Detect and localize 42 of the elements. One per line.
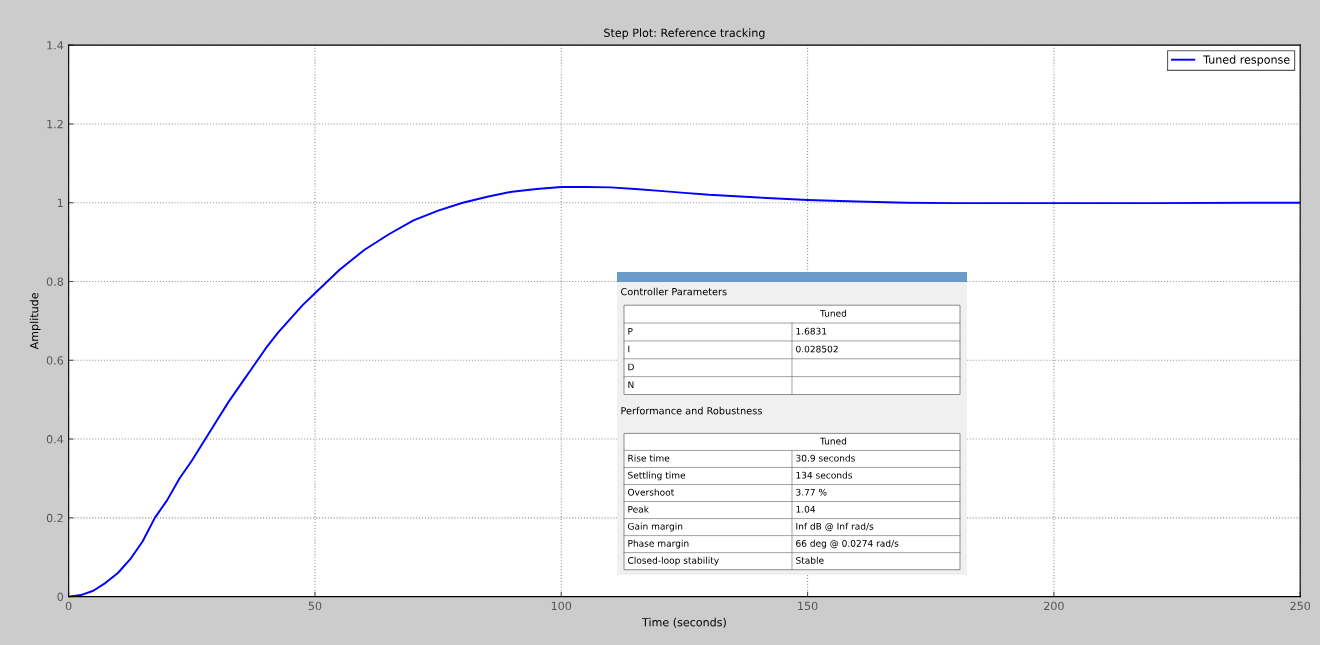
annotation: N [628, 381, 634, 389]
y-tick-label: 0.6 [46, 356, 64, 365]
annotation: Settling time [628, 471, 686, 481]
y-tick-label: 1.4 [47, 41, 64, 50]
y-tick-label: 0.8 [46, 277, 64, 286]
text: Performance and Robustness [621, 406, 762, 415]
x-tick-label: 150 [798, 601, 818, 611]
y-tick-label: 0 [57, 592, 64, 601]
annotation: 1.04 [796, 505, 816, 513]
y-tick-label: 1.2 [47, 119, 63, 129]
text: Controller Parameters [621, 287, 727, 296]
annotation: Tuned [819, 437, 847, 445]
annotation: Stable [796, 556, 824, 564]
annotation: Closed-loop stability [628, 556, 719, 566]
y-axis-title: Amplitude [29, 293, 41, 350]
legend-label: Tuned response [1203, 55, 1290, 66]
annotation: Inf dB @ Inf rad/s [796, 522, 874, 532]
x-tick-label: 50 [308, 601, 322, 611]
annotation: 30.9 seconds [796, 454, 855, 462]
chart-title: Step Plot: Reference tracking [604, 28, 765, 40]
annotation: 3.77 % [796, 488, 827, 496]
y-tick-label: 0.4 [46, 435, 64, 444]
x-axis-title: Time (seconds) [641, 617, 726, 628]
x-tick-label: 250 [1290, 601, 1311, 611]
annotation: D [628, 363, 634, 371]
annotation: 1.6831 [796, 327, 827, 335]
annotation: Rise time [628, 454, 670, 462]
annotation: 0.028502 [796, 345, 838, 353]
annotation: Gain margin [628, 522, 683, 532]
annotation: Phase margin [628, 539, 689, 549]
annotation: I [628, 345, 630, 353]
annotation: 134 seconds [796, 471, 853, 479]
annotation: 66 deg @ 0.0274 rad/s [796, 539, 899, 549]
y-tick-label: 0.2 [46, 513, 63, 523]
x-tick-label: 200 [1044, 601, 1064, 611]
annotation: P [628, 327, 633, 335]
annotation: Peak [628, 505, 649, 513]
y-tick-label: 1 [57, 198, 63, 207]
annotation: Tuned [819, 309, 847, 317]
annotation: Overshoot [628, 488, 675, 496]
x-tick-label: 0 [65, 601, 72, 611]
x-tick-label: 100 [551, 601, 572, 611]
